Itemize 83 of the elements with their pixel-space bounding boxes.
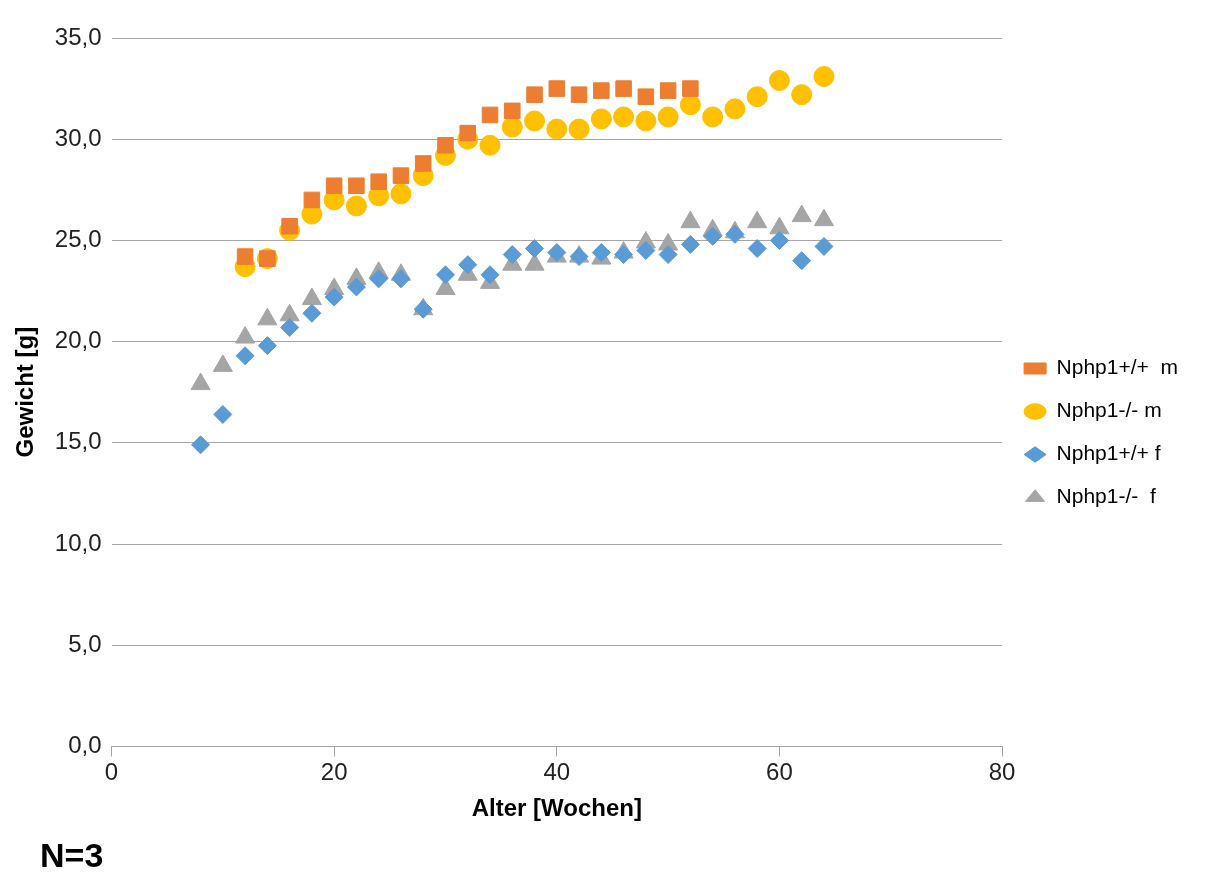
point — [791, 84, 813, 106]
point — [703, 226, 723, 246]
y-axis-title: Gewicht [g] — [11, 326, 39, 458]
point — [236, 248, 254, 265]
point — [769, 230, 789, 250]
point — [702, 106, 724, 128]
point — [615, 80, 632, 97]
text: N=3 — [40, 836, 104, 875]
point — [546, 118, 568, 140]
y-tick-label: 15,0 — [54, 427, 102, 455]
point — [458, 255, 478, 275]
point — [548, 80, 566, 97]
point — [724, 98, 746, 120]
y-tick-label: 25,0 — [54, 225, 102, 253]
x-tick-label: 60 — [766, 758, 793, 786]
point — [392, 167, 410, 184]
point — [501, 116, 523, 138]
point — [614, 245, 634, 265]
x-axis-title: Alter [Wochen] — [471, 794, 642, 822]
point — [481, 106, 499, 124]
point — [390, 183, 412, 205]
x-tick-label: 0 — [104, 758, 119, 786]
point — [813, 65, 835, 87]
point — [593, 82, 610, 99]
point — [435, 265, 455, 285]
point — [568, 118, 590, 140]
point — [324, 287, 344, 307]
point — [257, 336, 277, 356]
y-tick-label: 35,0 — [54, 22, 102, 50]
point — [191, 435, 211, 455]
point — [325, 177, 343, 195]
point — [502, 245, 522, 265]
legend-label: Nphp1-/- f — [1056, 484, 1156, 508]
point — [480, 265, 500, 285]
point — [346, 277, 366, 297]
y-tick-label: 10,0 — [54, 528, 102, 556]
point — [526, 86, 543, 103]
point — [658, 245, 678, 265]
point — [525, 239, 545, 258]
point — [302, 303, 322, 323]
point — [636, 241, 656, 261]
point — [370, 173, 387, 190]
point — [504, 102, 521, 120]
legend-label: Nphp1+/+ m — [1056, 355, 1178, 379]
point — [768, 70, 790, 91]
point — [682, 80, 699, 97]
legend-label: Nphp1+/+ f — [1056, 441, 1161, 465]
point — [437, 136, 454, 154]
point — [524, 110, 546, 132]
point — [280, 317, 300, 337]
y-tick-label: 5,0 — [68, 629, 102, 657]
x-tick-label: 80 — [988, 758, 1016, 786]
point — [635, 110, 657, 132]
point — [570, 86, 588, 103]
point — [637, 88, 655, 105]
point — [281, 217, 298, 235]
legend-label: Nphp1-/- m — [1056, 398, 1162, 422]
point — [345, 195, 367, 217]
point — [479, 134, 501, 156]
point — [679, 94, 701, 116]
point — [459, 124, 477, 142]
point — [348, 177, 365, 195]
point — [746, 86, 768, 108]
point — [792, 251, 812, 271]
x-tick-label: 40 — [543, 758, 571, 786]
point — [303, 191, 321, 209]
point — [369, 269, 389, 289]
point — [590, 108, 612, 130]
y-tick-label: 0,0 — [68, 731, 102, 759]
point — [414, 155, 432, 172]
point — [814, 236, 834, 256]
point — [613, 106, 635, 128]
point — [657, 106, 679, 128]
x-tick-label: 20 — [320, 758, 348, 786]
point — [725, 224, 745, 244]
point — [659, 82, 677, 99]
y-tick-label: 30,0 — [54, 123, 102, 151]
point — [235, 346, 255, 366]
point — [680, 234, 700, 254]
point — [747, 239, 767, 258]
y-tick-label: 20,0 — [54, 326, 102, 354]
point — [213, 404, 233, 424]
point — [391, 269, 411, 289]
